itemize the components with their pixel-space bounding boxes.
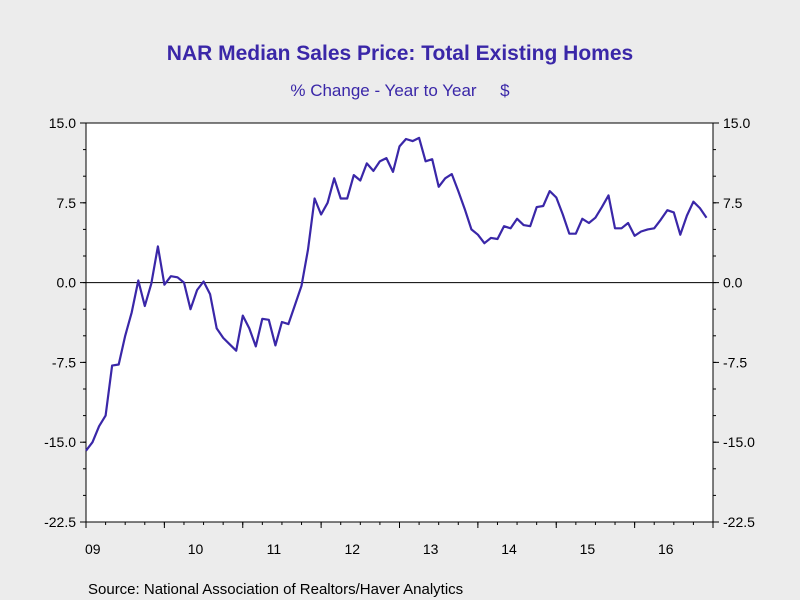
y-tick-label-left: -22.5 <box>44 514 76 530</box>
x-tick-label: 12 <box>345 541 361 557</box>
x-tick-label: 16 <box>658 541 674 557</box>
plot-area <box>85 122 714 523</box>
x-tick-label: 10 <box>188 541 204 557</box>
axis-ticks <box>80 122 719 528</box>
y-tick-label-left: 7.5 <box>57 195 77 211</box>
chart-subtitle: % Change - Year to Year $ <box>290 81 510 100</box>
y-tick-label-left: 15.0 <box>49 115 76 131</box>
y-tick-label-right: 0.0 <box>723 275 743 291</box>
x-tick-label: 15 <box>580 541 596 557</box>
series-line <box>85 136 708 452</box>
x-tick-label: 13 <box>423 541 439 557</box>
y-tick-label-right: -22.5 <box>723 514 755 530</box>
y-tick-label-right: 15.0 <box>723 115 750 131</box>
source-note: Source: National Association of Realtors… <box>88 581 463 598</box>
y-tick-label-right: 7.5 <box>723 195 743 211</box>
y-tick-label-right: -15.0 <box>723 434 755 450</box>
y-tick-label-left: -15.0 <box>44 434 76 450</box>
x-tick-label: 11 <box>267 541 282 557</box>
y-tick-label-right: -7.5 <box>723 354 747 370</box>
chart-title: NAR Median Sales Price: Total Existing H… <box>167 42 633 65</box>
x-tick-label: 09 <box>85 541 101 557</box>
y-tick-label-left: -7.5 <box>52 354 76 370</box>
y-tick-label-left: 0.0 <box>57 275 77 291</box>
axis-labels: 15.0 15.0 7.5 7.5 0.0 0.0 -7.5 -7.5 -15.0 -15.0 -2… <box>44 115 755 557</box>
x-tick-label: 14 <box>501 541 517 557</box>
